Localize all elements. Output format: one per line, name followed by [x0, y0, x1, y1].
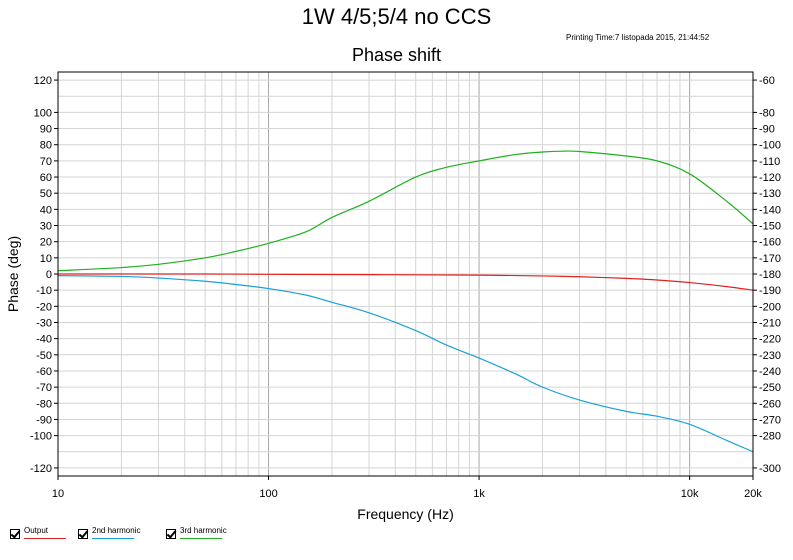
y-tick-label: 0 — [46, 269, 52, 281]
x-tick-label: 1k — [473, 488, 485, 500]
y2-tick-label: -90 — [759, 124, 775, 136]
legend-swatch-output — [24, 538, 66, 539]
y-tick-label: 60 — [40, 172, 52, 184]
3rd-harmonic-checkbox[interactable] — [166, 529, 176, 539]
y-tick-label: -70 — [36, 382, 52, 394]
x-tick-label: 10 — [52, 488, 64, 500]
2nd-harmonic-checkbox[interactable] — [78, 529, 88, 539]
y-tick-label: -30 — [36, 317, 52, 329]
y-tick-label: -60 — [36, 366, 52, 378]
y-tick-label: -10 — [36, 285, 52, 297]
y2-tick-label: -220 — [759, 334, 781, 346]
y2-tick-label: -160 — [759, 237, 781, 249]
y2-tick-label: -240 — [759, 366, 781, 378]
y2-tick-label: -210 — [759, 317, 781, 329]
y-tick-label: 80 — [40, 140, 52, 152]
y2-tick-label: -300 — [759, 463, 781, 475]
y-tick-label: -80 — [36, 398, 52, 410]
y2-tick-label: -230 — [759, 350, 781, 362]
y-tick-label: -90 — [36, 414, 52, 426]
x-tick-label: 10k — [681, 488, 699, 500]
printing-time: Printing Time:7 listopada 2015, 21:44:52 — [566, 33, 710, 42]
y-tick-label: -20 — [36, 301, 52, 313]
y2-tick-label: -200 — [759, 301, 781, 313]
y2-tick-label: -120 — [759, 172, 781, 184]
y2-tick-label: -170 — [759, 253, 781, 265]
y-tick-label: 40 — [40, 204, 52, 216]
series-3rd-harmonic-line — [57, 150, 754, 272]
x-tick-label: 100 — [259, 488, 277, 500]
y2-tick-label: -260 — [759, 398, 781, 410]
y-tick-label: -50 — [36, 350, 52, 362]
y-tick-label: -120 — [30, 463, 52, 475]
y2-tick-label: -80 — [759, 107, 775, 119]
legend-label-output: Output — [24, 526, 49, 535]
y2-tick-label: -130 — [759, 188, 781, 200]
y2-tick-label: -60 — [759, 75, 775, 87]
y-axis-label: Phase (deg) — [5, 236, 21, 312]
y2-tick-label: -280 — [759, 431, 781, 443]
y-tick-label: 50 — [40, 188, 52, 200]
y2-tick-label: -270 — [759, 414, 781, 426]
y2-tick-label: -110 — [759, 156, 780, 168]
x-axis-label: Frequency (Hz) — [357, 506, 453, 522]
legend-label-3rd-harmonic: 3rd harmonic — [180, 526, 227, 535]
y2-tick-label: -250 — [759, 382, 781, 394]
main-title: 1W 4/5;5/4 no CCS — [301, 4, 492, 29]
y-tick-label: 120 — [34, 75, 52, 87]
y-tick-label: 100 — [34, 107, 52, 119]
legend-label-2nd-harmonic: 2nd harmonic — [92, 526, 141, 535]
series-lines — [57, 150, 754, 453]
y2-tick-label: -100 — [759, 140, 781, 152]
y2-tick-label: -150 — [759, 221, 781, 233]
y-tick-label: -40 — [36, 334, 52, 346]
tick-labels: 10 100 1k 10k 20k1201009080706050403020100-1… — [30, 75, 781, 500]
output-checkbox[interactable] — [10, 529, 20, 539]
y-tick-label: -100 — [30, 431, 52, 443]
y-tick-label: 20 — [40, 237, 52, 249]
y2-tick-label: -140 — [759, 204, 781, 216]
series-output-line — [57, 273, 754, 291]
y2-tick-label: -190 — [759, 285, 781, 297]
legend-swatch-3rd-harmonic — [180, 538, 222, 539]
chart-title: Phase shift — [351, 45, 442, 65]
y-tick-label: 30 — [40, 221, 52, 233]
x-tick-label: 20k — [744, 488, 762, 500]
series-2nd-harmonic-line — [57, 275, 754, 453]
legend-swatch-2nd-harmonic — [92, 538, 134, 539]
y2-tick-label: -180 — [759, 269, 781, 281]
y-tick-label: 90 — [40, 124, 52, 136]
y-tick-label: 70 — [40, 156, 52, 168]
y-tick-label: 10 — [40, 253, 52, 265]
